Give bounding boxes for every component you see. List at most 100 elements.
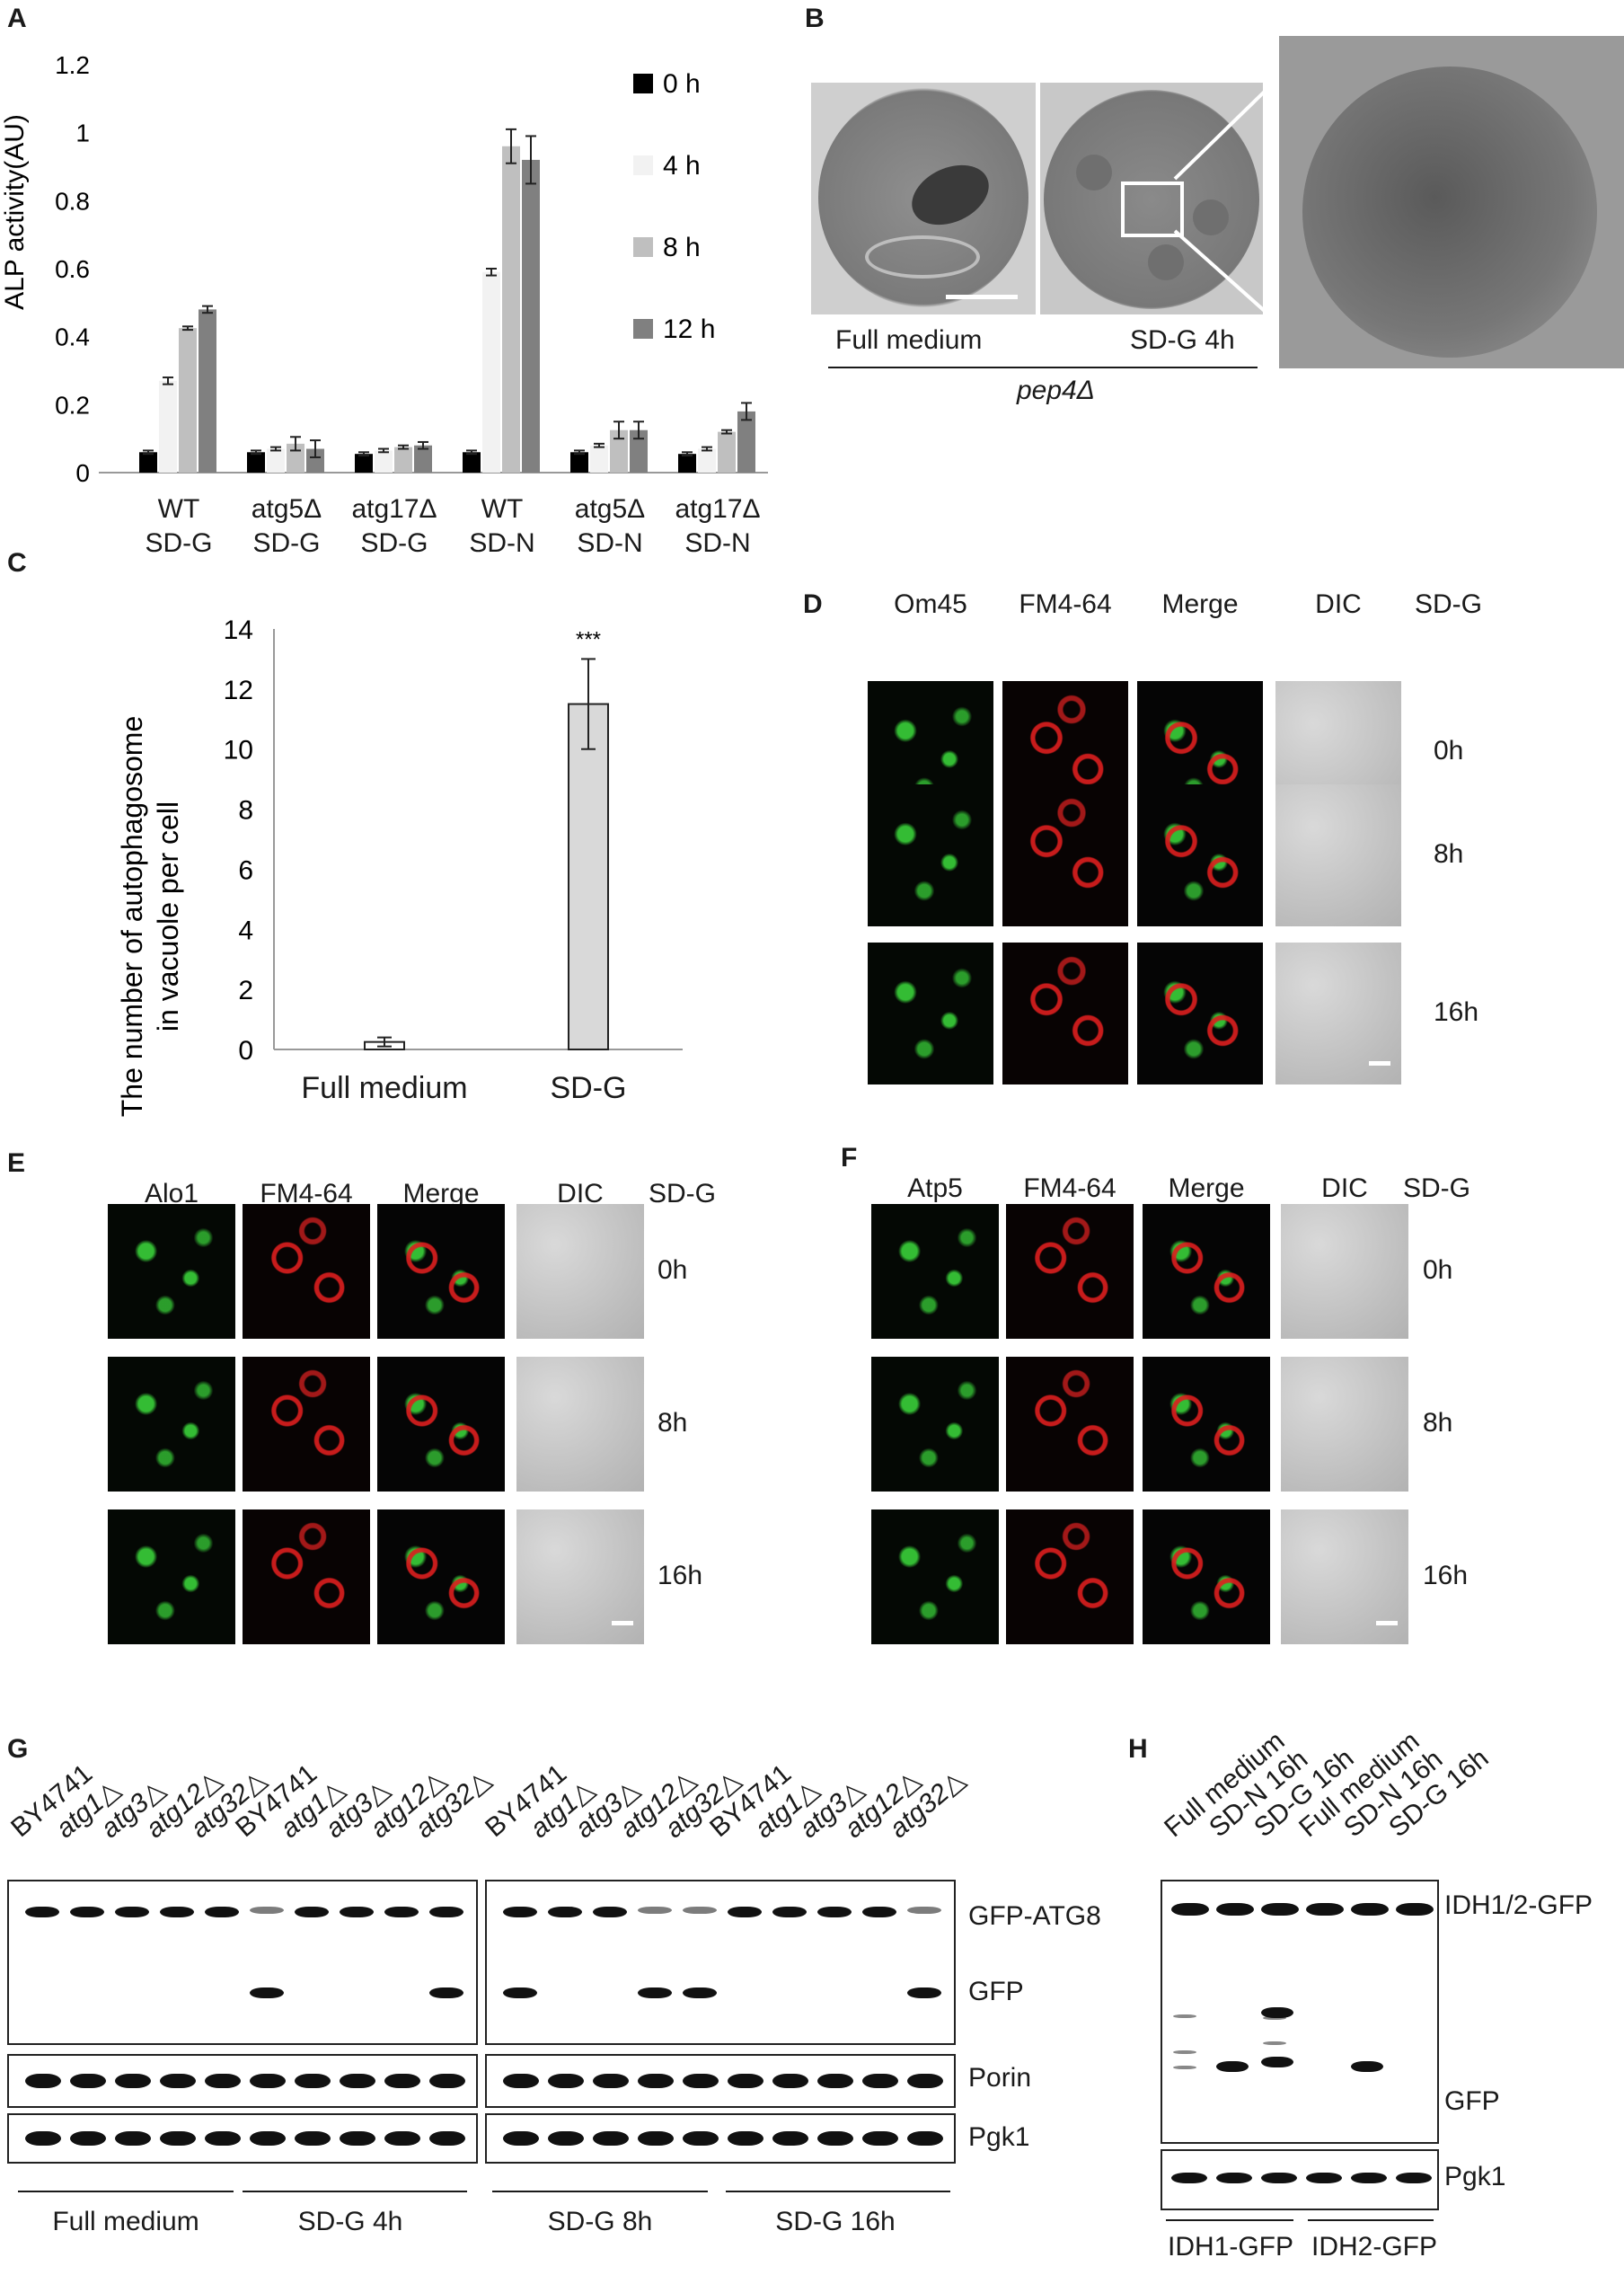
band-label: Porin xyxy=(968,2063,1032,2093)
band-label: GFP xyxy=(968,1977,1024,2006)
c-y-tick: 8 xyxy=(238,796,253,826)
blot-membrane xyxy=(7,1880,478,2045)
pgk1-band xyxy=(295,2131,331,2146)
gfp-band xyxy=(1216,2061,1249,2072)
idh-gfp-band xyxy=(1306,1903,1344,1916)
green-channel-image xyxy=(108,1509,235,1644)
merge-image xyxy=(1137,943,1263,1084)
idh-gfp-band xyxy=(1171,1903,1209,1916)
alp-y-tick: 0.6 xyxy=(55,255,90,283)
panelF-row-label: 0h xyxy=(1423,1255,1453,1285)
panelE-header-alo1: Alo1 xyxy=(144,1179,199,1208)
autophagosome-chart: The number of autophagosome in vacuole p… xyxy=(116,615,683,1117)
alp-x-tick: WT xyxy=(481,494,524,524)
fm4-64-image xyxy=(1006,1509,1134,1644)
panel-label-e: E xyxy=(7,1148,26,1178)
band-label: IDH1/2-GFP xyxy=(1444,1890,1593,1920)
porin-band xyxy=(683,2074,719,2088)
scale-bar xyxy=(1376,1621,1398,1625)
alp-bar xyxy=(522,159,540,473)
gfp-atg8-band xyxy=(728,1907,762,1917)
fm4-64-image xyxy=(1002,943,1128,1084)
porin-band xyxy=(503,2074,539,2088)
panel-b-sdg-label: SD-G 4h xyxy=(1130,325,1235,355)
pgk1-band xyxy=(817,2131,853,2146)
gfp-atg8-band xyxy=(25,1907,59,1917)
panelD-row-label: 16h xyxy=(1434,997,1479,1027)
blot-membrane xyxy=(485,1880,956,2045)
zoom-lines xyxy=(1173,79,1277,323)
alp-y-axis-label: ALP activity(AU) xyxy=(0,114,30,310)
porin-band xyxy=(862,2074,898,2088)
fm4-64-image xyxy=(243,1204,370,1339)
c-x-tick: Full medium xyxy=(301,1071,468,1105)
merge-image xyxy=(1137,784,1263,926)
alp-x-tick: atg5Δ xyxy=(251,494,322,524)
pgk1-band xyxy=(1216,2173,1252,2183)
alp-x-tick: atg17Δ xyxy=(675,494,761,524)
alp-bar xyxy=(355,454,373,473)
gfp-atg8-band xyxy=(683,1907,717,1914)
porin-band xyxy=(772,2074,808,2088)
alp-bar xyxy=(199,309,216,473)
pgk1-band xyxy=(548,2131,584,2146)
alp-bar xyxy=(718,431,736,473)
panel-label-f: F xyxy=(841,1143,858,1173)
panelD-condition-label: SD-G xyxy=(1415,589,1482,619)
alp-legend-label: 4 h xyxy=(663,151,701,181)
c-y-tick: 12 xyxy=(224,676,253,705)
merge-image xyxy=(1143,1204,1270,1339)
gfp-atg8-band xyxy=(503,1907,537,1917)
porin-band xyxy=(817,2074,853,2088)
panelF-header-dic: DIC xyxy=(1321,1173,1368,1203)
gfp-band xyxy=(907,1987,941,1998)
group-underline xyxy=(1166,2219,1293,2221)
scale-bar xyxy=(612,1621,633,1625)
blot-membrane xyxy=(1161,1880,1439,2144)
group-label: SD-G 8h xyxy=(547,2207,653,2236)
blot-membrane xyxy=(1161,2149,1439,2210)
alp-bar xyxy=(394,447,412,473)
porin-band xyxy=(384,2074,420,2088)
gfp-atg8-band xyxy=(340,1907,374,1917)
porin-band xyxy=(115,2074,151,2088)
scale-bar xyxy=(1369,1061,1390,1066)
c-y-tick: 10 xyxy=(224,736,253,766)
alp-x-tick: SD-N xyxy=(577,528,643,558)
gfp-band xyxy=(1351,2061,1383,2072)
gfp-band xyxy=(1261,2057,1293,2067)
alp-bar xyxy=(630,429,648,473)
alp-legend-label: 8 h xyxy=(663,233,701,262)
gfp-atg8-band xyxy=(817,1907,852,1917)
dic-image xyxy=(1275,784,1401,926)
em-zoom-image xyxy=(1279,36,1624,368)
band-label: Pgk1 xyxy=(1444,2162,1506,2191)
alp-bar xyxy=(139,452,157,473)
porin-band xyxy=(429,2074,465,2088)
pgk1-band xyxy=(384,2131,420,2146)
alp-bar xyxy=(375,450,393,473)
group-label: IDH1-GFP xyxy=(1167,2232,1294,2262)
alp-bar xyxy=(698,448,716,473)
panelE-row-label: 16h xyxy=(658,1561,703,1590)
gfp-band xyxy=(503,1987,537,1998)
c-y-tick: 0 xyxy=(238,1036,253,1066)
alp-legend-swatch xyxy=(633,155,653,175)
significance-label: *** xyxy=(576,627,601,651)
pgk1-band xyxy=(683,2131,719,2146)
gfp-atg8-band xyxy=(115,1907,149,1917)
em-full-medium-image xyxy=(811,83,1036,314)
porin-band xyxy=(295,2074,331,2088)
gfp-atg8-band xyxy=(907,1907,941,1914)
pgk1-band xyxy=(593,2131,629,2146)
faint-band xyxy=(1263,2016,1286,2020)
alp-y-tick: 1.2 xyxy=(55,51,90,79)
c-x-tick: SD-G xyxy=(550,1071,627,1105)
group-underline xyxy=(18,2191,234,2192)
green-channel-image xyxy=(108,1357,235,1492)
alp-bar xyxy=(179,328,197,473)
panel-b-strain-label: pep4Δ xyxy=(1017,376,1095,405)
panelE-row-label: 8h xyxy=(658,1408,688,1438)
fm4-64-image xyxy=(1006,1357,1134,1492)
c-y-tick: 4 xyxy=(238,916,253,945)
